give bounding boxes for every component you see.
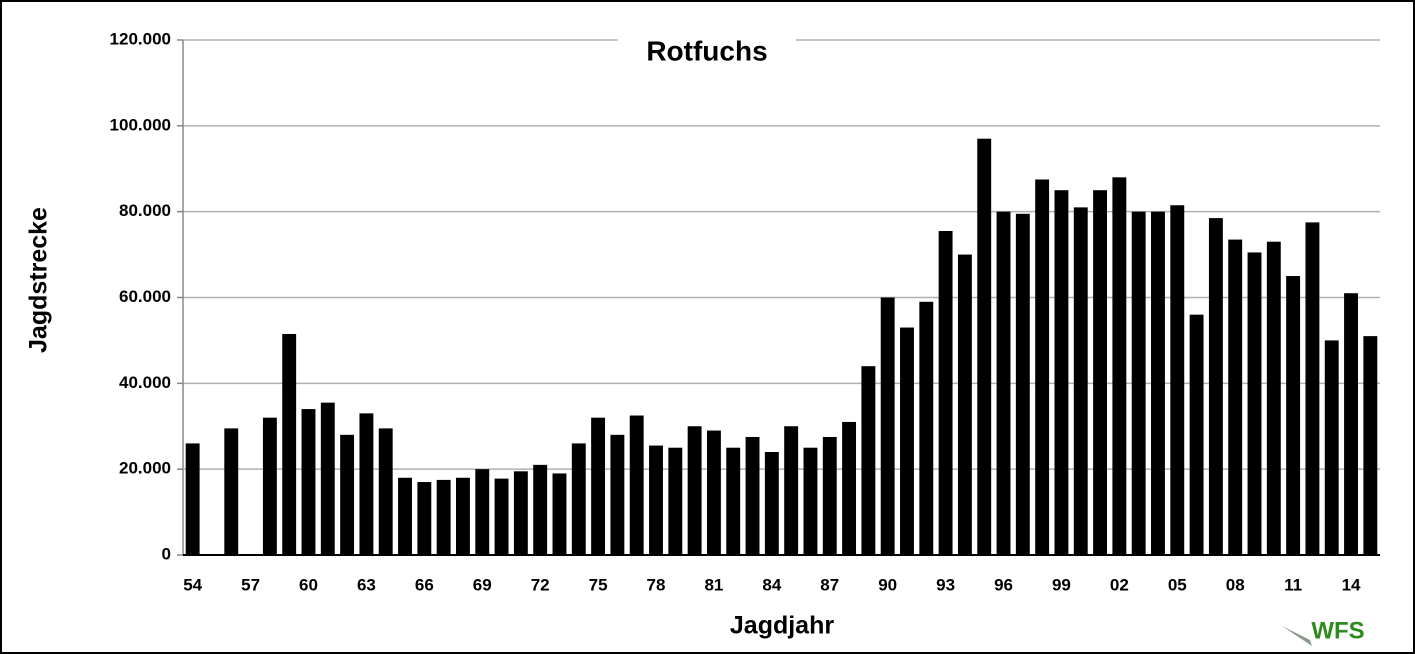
x-tick-label: 05 bbox=[1168, 575, 1187, 594]
bar bbox=[417, 482, 432, 555]
bar bbox=[398, 477, 412, 555]
bar bbox=[378, 428, 393, 555]
bar bbox=[1151, 211, 1165, 555]
logo: WFS bbox=[1311, 617, 1364, 644]
x-tick-label: 57 bbox=[241, 575, 260, 594]
y-tick-label: 0 bbox=[162, 544, 171, 563]
bar bbox=[1093, 190, 1108, 556]
bar bbox=[262, 417, 277, 555]
bar bbox=[687, 426, 702, 555]
bar bbox=[1112, 177, 1127, 556]
y-tick-label: 60.000 bbox=[119, 287, 171, 306]
bar bbox=[571, 443, 586, 555]
bar bbox=[1228, 239, 1243, 555]
x-tick-label: 93 bbox=[936, 575, 955, 594]
title-background bbox=[618, 34, 796, 70]
y-axis-label: Jagdstrecke bbox=[25, 207, 53, 353]
x-tick-label: 81 bbox=[704, 575, 723, 594]
bar bbox=[1266, 241, 1281, 556]
x-tick-label: 02 bbox=[1110, 575, 1129, 594]
bar bbox=[533, 464, 548, 555]
bar bbox=[455, 477, 470, 555]
x-tick-label: 87 bbox=[820, 575, 839, 594]
bar bbox=[494, 478, 509, 555]
bar bbox=[1324, 340, 1339, 555]
bar bbox=[803, 447, 818, 555]
bar bbox=[475, 469, 490, 555]
bar bbox=[784, 426, 799, 555]
bar bbox=[1363, 336, 1378, 555]
x-tick-label: 90 bbox=[878, 575, 897, 594]
bar bbox=[957, 254, 972, 556]
bar bbox=[301, 409, 316, 555]
bar bbox=[224, 428, 239, 555]
bar bbox=[861, 366, 876, 555]
x-tick-label: 96 bbox=[994, 575, 1013, 594]
bar bbox=[880, 297, 895, 555]
bar bbox=[1247, 252, 1262, 555]
chart-title: Rotfuchs bbox=[646, 35, 767, 66]
bar bbox=[1015, 213, 1030, 555]
bar bbox=[1344, 293, 1358, 555]
bar bbox=[436, 479, 451, 555]
bar bbox=[649, 445, 663, 555]
x-tick-label: 99 bbox=[1052, 575, 1071, 594]
bar bbox=[1054, 190, 1069, 556]
x-tick-label: 72 bbox=[531, 575, 550, 594]
bar bbox=[1073, 207, 1088, 555]
x-tick-label: 14 bbox=[1342, 575, 1361, 594]
x-axis-label: Jagdjahr bbox=[730, 612, 834, 640]
bar bbox=[938, 230, 953, 555]
x-tick-label: 66 bbox=[415, 575, 434, 594]
bar bbox=[1189, 314, 1204, 555]
bar bbox=[185, 443, 200, 555]
y-tick-label: 80.000 bbox=[119, 201, 171, 220]
bar bbox=[996, 211, 1011, 555]
bar bbox=[764, 452, 779, 555]
bar bbox=[591, 417, 606, 555]
bar bbox=[842, 421, 857, 555]
bar bbox=[706, 430, 721, 555]
y-tick-label: 40.000 bbox=[119, 373, 171, 392]
bar bbox=[552, 473, 567, 555]
y-tick-label: 120.000 bbox=[110, 29, 171, 48]
y-tick-label: 20.000 bbox=[119, 459, 171, 478]
bar bbox=[340, 434, 355, 555]
x-tick-label: 11 bbox=[1284, 575, 1302, 594]
bar bbox=[1170, 205, 1185, 555]
x-tick-label: 63 bbox=[357, 575, 376, 594]
x-tick-label: 78 bbox=[647, 575, 666, 594]
bar bbox=[282, 333, 297, 555]
logo-swoosh bbox=[1282, 626, 1312, 646]
bar bbox=[900, 327, 914, 555]
bar bbox=[513, 471, 528, 555]
bar bbox=[1131, 211, 1146, 555]
bar bbox=[320, 402, 335, 555]
bar bbox=[977, 138, 992, 556]
bar bbox=[668, 447, 683, 555]
bar bbox=[359, 413, 374, 555]
y-tick-label: 100.000 bbox=[110, 115, 171, 134]
bar bbox=[1208, 218, 1223, 555]
x-tick-label: 69 bbox=[473, 575, 492, 594]
bar bbox=[919, 301, 934, 555]
bar bbox=[1305, 222, 1320, 556]
bar bbox=[629, 415, 644, 555]
bar bbox=[1286, 276, 1301, 555]
plot-area: 0 20.000 40.000 60.000 80.000 100.000 120.000 5… bbox=[110, 29, 1380, 594]
x-tick-label: 08 bbox=[1226, 575, 1245, 594]
x-tick-label: 60 bbox=[299, 575, 318, 594]
x-tick-label: 75 bbox=[589, 575, 608, 594]
x-tick-label: 54 bbox=[183, 575, 202, 594]
bar bbox=[745, 436, 760, 555]
x-tick-label: 84 bbox=[762, 575, 781, 594]
bar bbox=[726, 447, 741, 555]
bar bbox=[610, 434, 625, 555]
bar bbox=[1035, 179, 1050, 555]
bar bbox=[822, 436, 837, 555]
